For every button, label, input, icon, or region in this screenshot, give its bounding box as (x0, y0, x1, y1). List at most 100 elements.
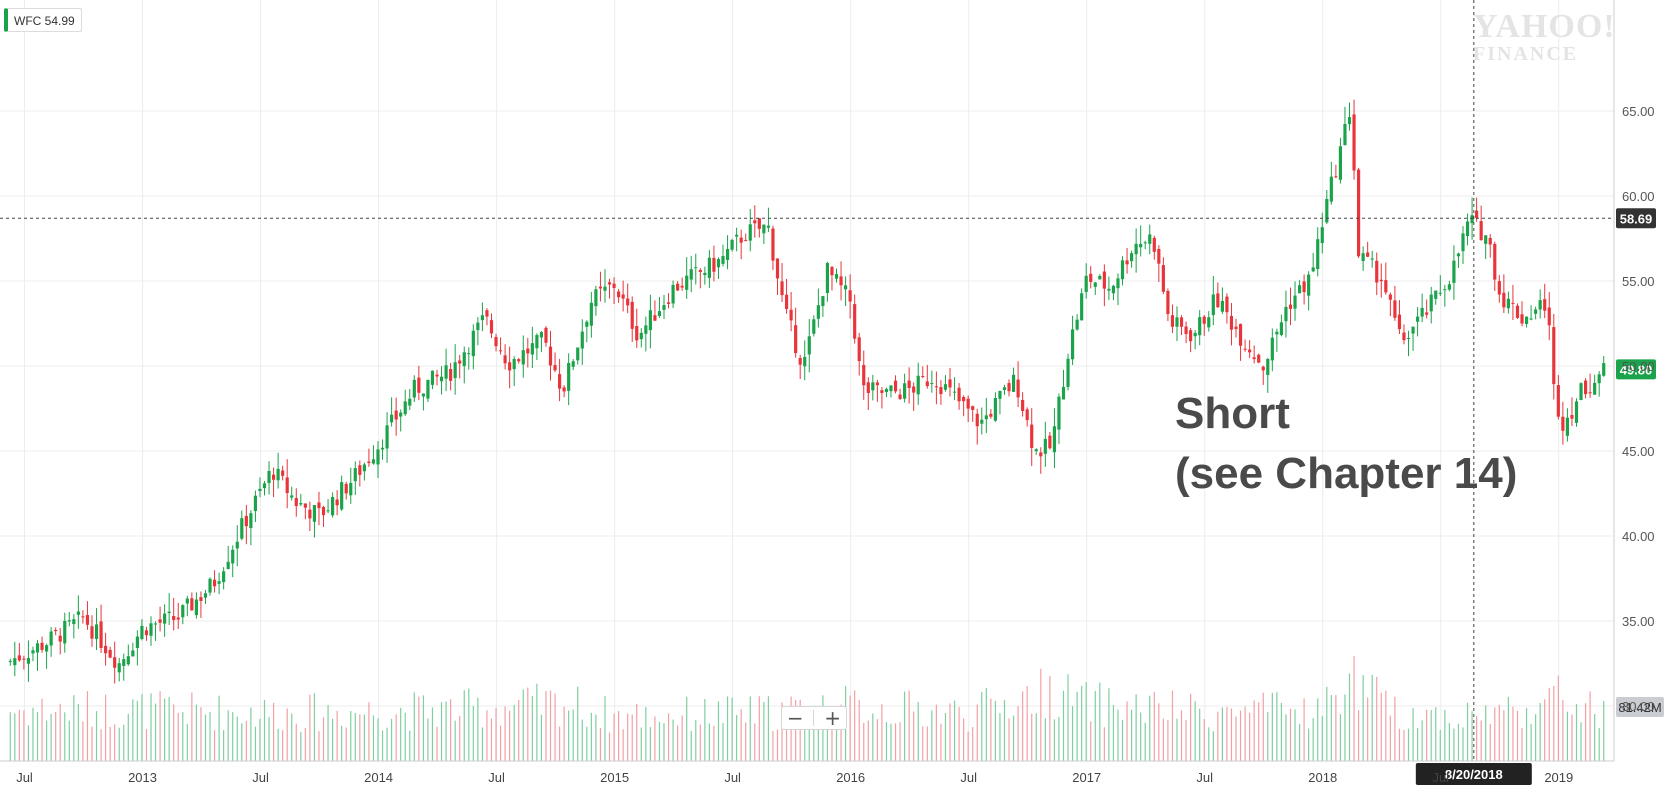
candle-body (1347, 117, 1352, 125)
candle-body (249, 513, 253, 529)
candle-body (789, 309, 793, 321)
candle-body (349, 482, 353, 496)
volume-bar (509, 710, 511, 761)
x-tick-label: 2016 (836, 770, 865, 785)
volume-bar (1571, 714, 1573, 761)
volume-bar (518, 700, 520, 761)
volume-bar (985, 688, 987, 761)
candle-body (1080, 293, 1084, 321)
candle-body (312, 505, 317, 522)
x-tick-label: 2019 (1544, 770, 1573, 785)
candle-body (580, 331, 584, 349)
volume-bar (1167, 719, 1169, 761)
candle-body (299, 503, 303, 505)
volume-bar (1049, 675, 1051, 761)
candle-body (167, 611, 171, 614)
volume-bar (45, 720, 48, 761)
candle-body (90, 626, 94, 639)
volume-bar (731, 697, 733, 761)
volume-bar (1498, 704, 1500, 761)
volume-bar (1348, 673, 1351, 761)
zoom-out-button[interactable]: − (786, 706, 804, 730)
candle-body (1388, 294, 1392, 300)
candle-body (952, 391, 957, 393)
volume-bar (1476, 715, 1478, 761)
volume-bar (972, 727, 974, 761)
candle-body (458, 360, 462, 364)
volume-bar (776, 729, 779, 761)
candle-body (557, 374, 562, 389)
volume-bar (41, 698, 43, 761)
volume-bar (1053, 719, 1056, 761)
volume-bar (68, 720, 70, 761)
volume-bar (1235, 716, 1237, 761)
candle-body (176, 617, 180, 620)
candle-body (276, 468, 280, 481)
candle-body (1307, 274, 1311, 296)
volume-bar (840, 704, 842, 761)
zoom-in-button[interactable]: + (824, 706, 842, 730)
candle-body (794, 325, 798, 354)
candle-body (930, 383, 934, 385)
candle-body (8, 660, 12, 662)
volume-bar (177, 712, 179, 761)
volume-bar (504, 706, 506, 761)
candle-body (657, 311, 662, 317)
volume-bar (377, 718, 379, 761)
volume-bar (1171, 690, 1174, 761)
volume-bar (23, 710, 25, 761)
candle-body (453, 362, 457, 379)
candle-body (598, 286, 603, 289)
volume-bar (726, 696, 729, 761)
volume-bar (1044, 718, 1046, 761)
x-tick-label: Jul (724, 770, 741, 785)
volume-bar (95, 711, 98, 761)
candle-body (1193, 332, 1197, 337)
volume-bar (785, 707, 788, 761)
candle-body (1479, 221, 1483, 241)
candle-body (1452, 260, 1456, 283)
x-tick-label: 2013 (128, 770, 157, 785)
candle-body (380, 447, 385, 450)
candle-body (471, 330, 475, 357)
zoom-control: − + (781, 706, 847, 730)
ticker-badge[interactable]: WFC 54.99 (4, 8, 82, 32)
candle-body (562, 387, 566, 392)
volume-bar (459, 715, 461, 761)
ticker-symbol: WFC (14, 14, 42, 28)
candle-body (939, 387, 943, 395)
candle-body (1025, 409, 1029, 421)
volume-bar (1294, 709, 1296, 761)
volume-bar (1326, 686, 1328, 761)
volume-bar (1385, 690, 1387, 761)
volume-bar (976, 704, 978, 761)
volume-bar (400, 707, 402, 761)
volume-bar (663, 723, 665, 761)
volume-bar (118, 727, 120, 761)
volume-bar (595, 714, 597, 761)
candle-body (862, 365, 866, 386)
candle-body (775, 258, 780, 279)
volume-bar (1403, 729, 1405, 761)
candle-body (966, 398, 970, 409)
volume-bar (885, 721, 888, 761)
candle-body (85, 615, 90, 625)
candle-body (344, 483, 348, 494)
volume-bar (804, 719, 806, 761)
volume-bar (1430, 710, 1432, 761)
volume-bar (372, 715, 375, 761)
volume-bar (640, 727, 642, 761)
volume-bar (1344, 694, 1346, 761)
volume-bar (223, 730, 225, 761)
volume-bar (1562, 700, 1564, 761)
x-tick-label: Jul (16, 770, 33, 785)
volume-bar (1330, 694, 1332, 761)
candle-body (212, 579, 217, 587)
volume-bar (636, 703, 638, 761)
volume-bar (282, 730, 284, 761)
candle-body (63, 620, 67, 644)
volume-bar (1194, 701, 1196, 761)
volume-bar (73, 695, 75, 761)
volume-bar (1580, 722, 1582, 761)
